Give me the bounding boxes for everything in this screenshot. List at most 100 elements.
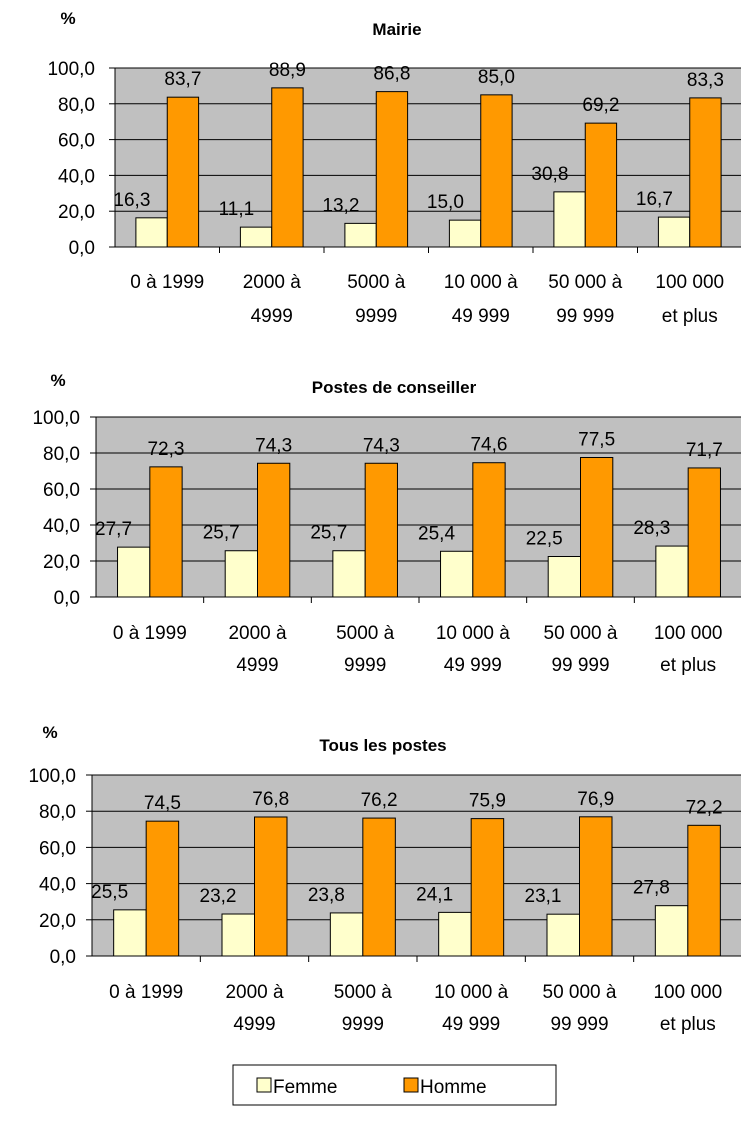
bar-homme (375, 91, 409, 248)
data-label-femme: 27,7 (95, 519, 132, 540)
data-label-femme: 28,3 (633, 518, 670, 539)
y-tick-label: 80,0 (58, 95, 95, 116)
data-label-femme: 27,8 (633, 878, 670, 899)
data-label-homme: 83,7 (164, 69, 201, 90)
category-label: 9999 (342, 1014, 384, 1035)
data-label-femme: 23,8 (308, 885, 345, 906)
y-tick-label: 20,0 (43, 552, 80, 573)
data-label-homme: 74,3 (363, 435, 400, 456)
data-label-homme: 83,3 (687, 70, 724, 91)
bar-femme (239, 226, 273, 248)
y-unit-label: % (60, 9, 75, 28)
bar-femme (117, 546, 151, 598)
data-label-femme: 22,5 (526, 529, 563, 550)
data-label-homme: 74,3 (255, 435, 292, 456)
bar-homme (166, 96, 200, 248)
bar-femme (221, 913, 255, 957)
bar-homme (271, 87, 304, 248)
bar-femme (448, 219, 482, 248)
y-tick-label: 60,0 (43, 480, 80, 501)
bar-homme (149, 466, 183, 598)
y-tick-label: 100,0 (47, 59, 95, 80)
category-label: 0 à 1999 (109, 982, 183, 1003)
category-label: 2000 à (225, 982, 284, 1003)
category-label: 49 999 (442, 1014, 500, 1035)
bar-femme (655, 545, 689, 598)
data-label-femme: 23,1 (525, 886, 562, 907)
bar-femme (329, 912, 364, 957)
data-label-homme: 76,8 (252, 789, 289, 810)
chart-mairie: % Mairie 0,0 20,0 40,0 60,0 80,0 100,0 16,3 83,7 0… (47, 9, 741, 327)
data-label-homme: 71,7 (686, 440, 723, 461)
bar-femme (438, 911, 472, 957)
bar-femme (113, 909, 147, 957)
category-label: 9999 (344, 655, 386, 676)
category-label: 49 999 (444, 655, 502, 676)
data-label-femme: 25,4 (418, 523, 455, 544)
category-label: 50 000 à (543, 982, 617, 1003)
bar-femme (553, 191, 586, 248)
bar-homme (687, 467, 721, 598)
data-label-femme: 16,3 (113, 190, 150, 211)
data-label-homme: 74,6 (470, 435, 507, 456)
y-unit-label: % (50, 371, 65, 390)
bar-femme (344, 222, 377, 248)
data-label-femme: 25,7 (310, 523, 347, 544)
data-label-femme: 23,2 (200, 886, 237, 907)
y-tick-label: 60,0 (39, 838, 76, 859)
data-label-femme: 25,5 (91, 882, 128, 903)
category-label: 99 999 (550, 1014, 608, 1035)
bar-femme (332, 550, 366, 598)
category-label: 4999 (236, 655, 278, 676)
bar-homme (584, 122, 618, 248)
bar-femme (654, 905, 689, 957)
legend-box (232, 1064, 557, 1106)
y-unit-label: % (42, 723, 57, 742)
bar-homme (362, 817, 396, 957)
y-tick-label: 20,0 (39, 911, 76, 932)
category-label: 10 000 à (436, 623, 510, 644)
category-label: 4999 (251, 306, 293, 327)
y-tick-label: 100,0 (32, 408, 80, 429)
y-tick-label: 20,0 (58, 202, 95, 223)
chart-title: Postes de conseiller (312, 378, 477, 397)
bar-homme (254, 816, 288, 957)
plot-area (114, 67, 741, 248)
category-label: 5000 à (334, 982, 393, 1003)
y-tick-label: 40,0 (39, 875, 76, 896)
chart-postes-de-conseiller: % Postes de conseiller 0,0 20,0 40,0 60,0 80,0… (32, 371, 741, 676)
category-label: 100 000 (653, 982, 722, 1003)
data-label-femme: 30,8 (531, 164, 568, 185)
bar-homme (689, 97, 722, 248)
bar-femme (547, 556, 582, 598)
data-label-homme: 72,2 (686, 797, 723, 818)
data-label-homme: 76,9 (577, 789, 614, 810)
category-label: 99 999 (556, 306, 614, 327)
data-label-femme: 16,7 (636, 189, 673, 210)
category-label: 0 à 1999 (130, 272, 204, 293)
data-label-homme: 76,2 (361, 790, 398, 811)
bar-femme (657, 216, 691, 248)
legend-swatch-femme (256, 1077, 272, 1093)
bar-homme (145, 820, 180, 957)
bar-homme (470, 818, 505, 957)
y-tick-label: 0,0 (54, 588, 80, 609)
y-tick-label: 80,0 (43, 444, 80, 465)
bar-homme (687, 824, 721, 957)
bar-homme (472, 462, 506, 598)
category-label: 10 000 à (444, 272, 518, 293)
bar-femme (440, 550, 474, 598)
bar-homme (364, 462, 398, 598)
y-tick-label: 100,0 (28, 766, 76, 787)
data-label-homme: 77,5 (578, 430, 615, 451)
data-label-homme: 86,8 (373, 64, 410, 85)
data-label-femme: 25,7 (203, 523, 240, 544)
data-label-homme: 74,5 (144, 793, 181, 814)
data-label-femme: 15,0 (427, 192, 464, 213)
category-label: 2000 à (243, 272, 302, 293)
category-label: 100 000 (655, 272, 724, 293)
bar-homme (580, 457, 614, 598)
y-tick-label: 80,0 (39, 802, 76, 823)
category-label: et plus (660, 655, 716, 676)
